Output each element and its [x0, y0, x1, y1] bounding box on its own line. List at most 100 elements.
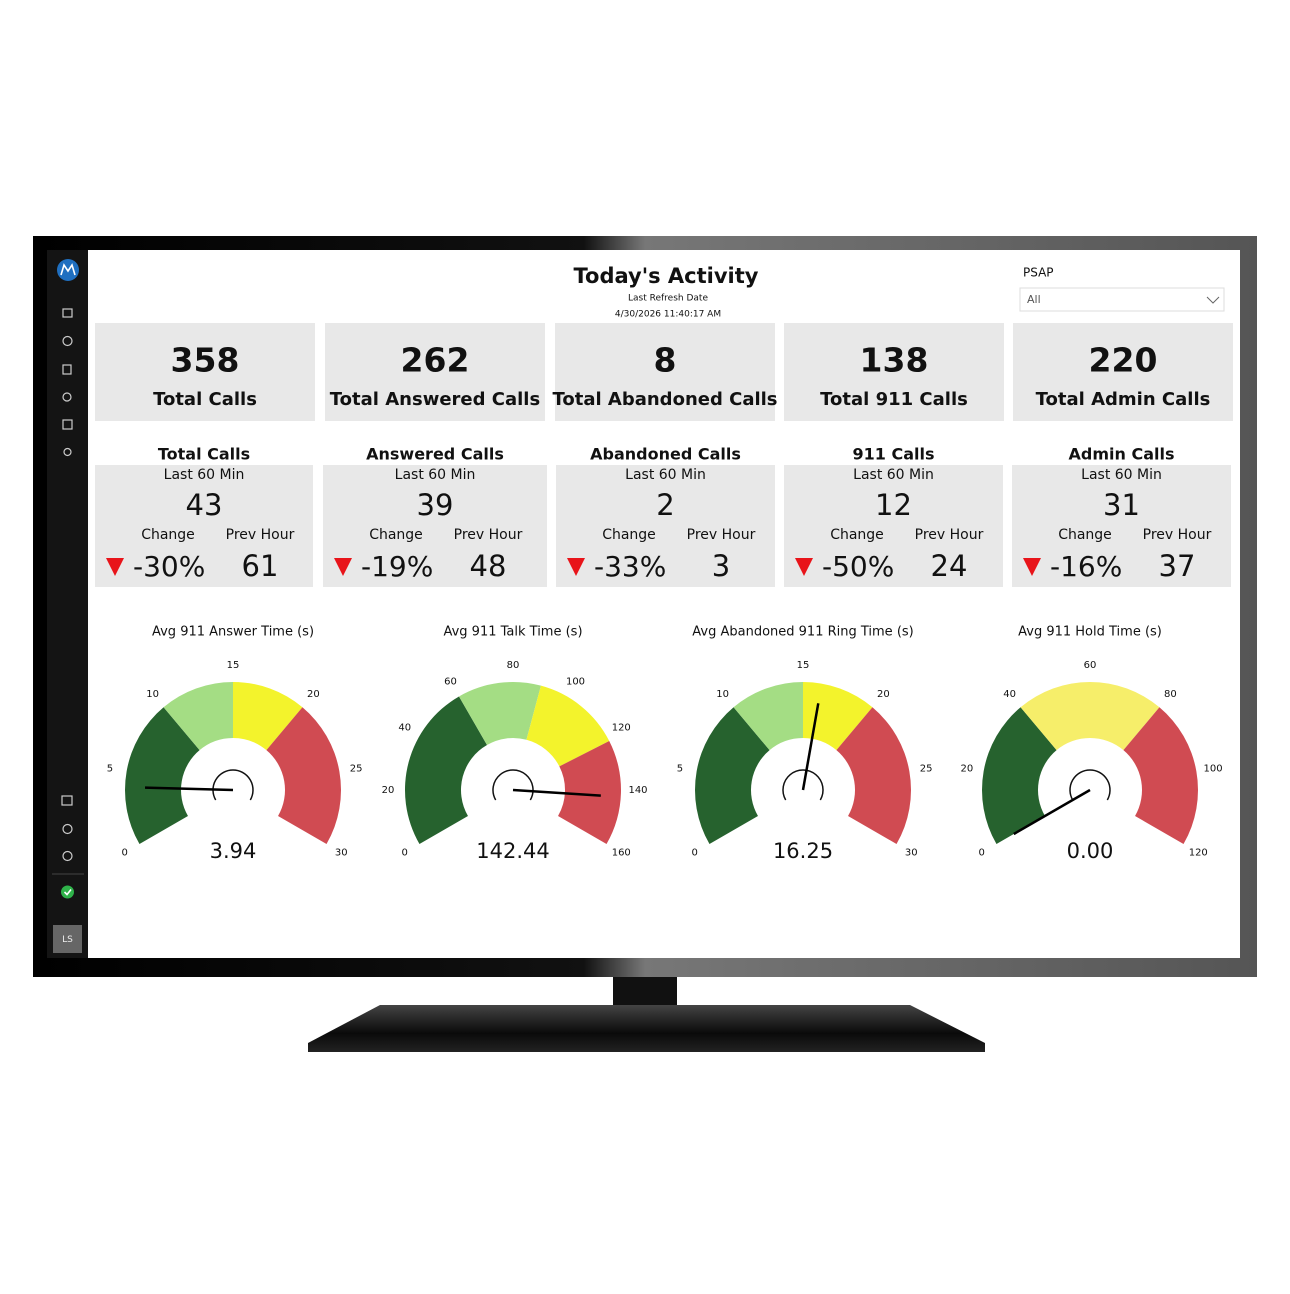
- gauge-value: 3.94: [210, 839, 257, 863]
- help-icon[interactable]: [62, 850, 73, 862]
- gauge-title: Avg Abandoned 911 Ring Time (s): [692, 625, 913, 640]
- building-icon[interactable]: [61, 795, 73, 806]
- gauge-band: [733, 682, 803, 751]
- stand-base: [308, 1005, 985, 1052]
- gauge-value: 0.00: [1067, 839, 1114, 863]
- gauge-title: Avg 911 Talk Time (s): [443, 625, 582, 640]
- hourly-change: -50%: [822, 550, 894, 583]
- gauge-tick-label: 5: [107, 763, 113, 774]
- hourly-title: Admin Calls: [1069, 445, 1175, 464]
- hourly-prev: 61: [242, 549, 279, 583]
- gauge-tick-label: 80: [507, 660, 520, 671]
- gauge-tick-label: 0: [979, 848, 985, 859]
- kpi-value: 220: [1089, 341, 1158, 380]
- gauge-tick-label: 10: [146, 689, 159, 700]
- hourly-subtitle: Last 60 Min: [395, 467, 476, 483]
- gauge-tick-label: 40: [1003, 689, 1016, 700]
- gauge-title: Avg 911 Answer Time (s): [152, 625, 314, 640]
- gauge-tick-label: 40: [398, 723, 411, 734]
- gauge-tick-label: 25: [350, 763, 363, 774]
- gauge-tick-label: 0: [692, 848, 698, 859]
- down-arrow: [334, 558, 352, 576]
- hourly-change: -16%: [1050, 550, 1122, 583]
- gauge-band: [695, 707, 770, 844]
- gauge-tick-label: 60: [444, 677, 457, 688]
- reports-icon[interactable]: [62, 364, 72, 375]
- gauge-band: [558, 740, 622, 844]
- prev-label: Prev Hour: [687, 527, 756, 543]
- gauge-tick-label: 10: [716, 689, 729, 700]
- change-label: Change: [141, 527, 195, 543]
- hourly-prev: 48: [470, 549, 507, 583]
- gauge-band: [459, 681, 541, 745]
- gauge-tick-label: 160: [612, 848, 631, 859]
- gauge-tick-label: 60: [1084, 660, 1097, 671]
- gauge-value: 16.25: [773, 839, 833, 863]
- refresh-date: 4/30/2026 11:40:17 AM: [615, 310, 721, 320]
- gauge-tick-label: 140: [628, 785, 647, 796]
- prev-label: Prev Hour: [915, 527, 984, 543]
- hourly-value: 2: [656, 488, 674, 522]
- hourly-subtitle: Last 60 Min: [164, 467, 245, 483]
- search-icon[interactable]: [62, 392, 72, 402]
- hourly-card: [1012, 465, 1231, 587]
- status-check: [63, 889, 72, 896]
- gauge-band: [266, 707, 341, 844]
- prev-label: Prev Hour: [1143, 527, 1212, 543]
- hourly-title: Answered Calls: [366, 445, 504, 464]
- user-initials: LS: [62, 935, 73, 945]
- gauge-tick-label: 0: [402, 848, 408, 859]
- gauge-tick-label: 15: [227, 660, 240, 671]
- gauge-tick-label: 20: [961, 763, 974, 774]
- home-icon[interactable]: [62, 308, 73, 318]
- gauge-hub: [782, 769, 824, 801]
- gauge-needle: [144, 786, 234, 792]
- gauge-tick-label: 25: [920, 763, 933, 774]
- hourly-card: [95, 465, 313, 587]
- change-label: Change: [1058, 527, 1112, 543]
- refresh-label: Last Refresh Date: [628, 294, 708, 304]
- gauge-band: [405, 696, 487, 844]
- users-icon[interactable]: [63, 447, 72, 457]
- kpi-card: [95, 323, 315, 421]
- gauge-band: [836, 707, 912, 844]
- gauge-tick-label: 15: [797, 660, 810, 671]
- kpi-label: Total Abandoned Calls: [552, 389, 777, 410]
- gauge-title: Avg 911 Hold Time (s): [1018, 625, 1162, 640]
- kpi-value: 8: [654, 341, 677, 380]
- change-label: Change: [830, 527, 884, 543]
- gauge-needle: [801, 703, 820, 791]
- hourly-prev: 24: [931, 549, 968, 583]
- settings-icon[interactable]: [62, 823, 73, 835]
- down-arrow: [567, 558, 585, 576]
- gauge-band: [526, 685, 610, 767]
- gauge-needle: [512, 788, 601, 797]
- filter-value: All: [1027, 293, 1041, 306]
- prev-label: Prev Hour: [454, 527, 523, 543]
- filter-dropdown[interactable]: [1019, 287, 1225, 312]
- gauge-hub: [1069, 769, 1111, 801]
- book-icon[interactable]: [62, 419, 73, 430]
- kpi-label: Total 911 Calls: [820, 389, 968, 410]
- gauge-band: [1020, 682, 1160, 751]
- kpi-card: [555, 323, 775, 421]
- gauge-tick-label: 100: [1204, 763, 1223, 774]
- gauge-tick-label: 0: [122, 848, 128, 859]
- user-avatar[interactable]: [53, 925, 82, 953]
- gauge-band: [233, 682, 303, 751]
- kpi-card: [784, 323, 1004, 421]
- down-arrow: [795, 558, 813, 576]
- logo-mark: [60, 263, 76, 276]
- hourly-subtitle: Last 60 Min: [1081, 467, 1162, 483]
- hourly-title: Abandoned Calls: [590, 445, 741, 464]
- hourly-change: -19%: [361, 550, 433, 583]
- kpi-value: 262: [401, 341, 470, 380]
- kpi-value: 358: [171, 341, 240, 380]
- filter-label: PSAP: [1023, 266, 1054, 280]
- hourly-value: 43: [186, 488, 223, 522]
- gauge-tick-label: 20: [307, 689, 320, 700]
- gauge-tick-label: 30: [905, 848, 918, 859]
- history-icon[interactable]: [62, 335, 73, 347]
